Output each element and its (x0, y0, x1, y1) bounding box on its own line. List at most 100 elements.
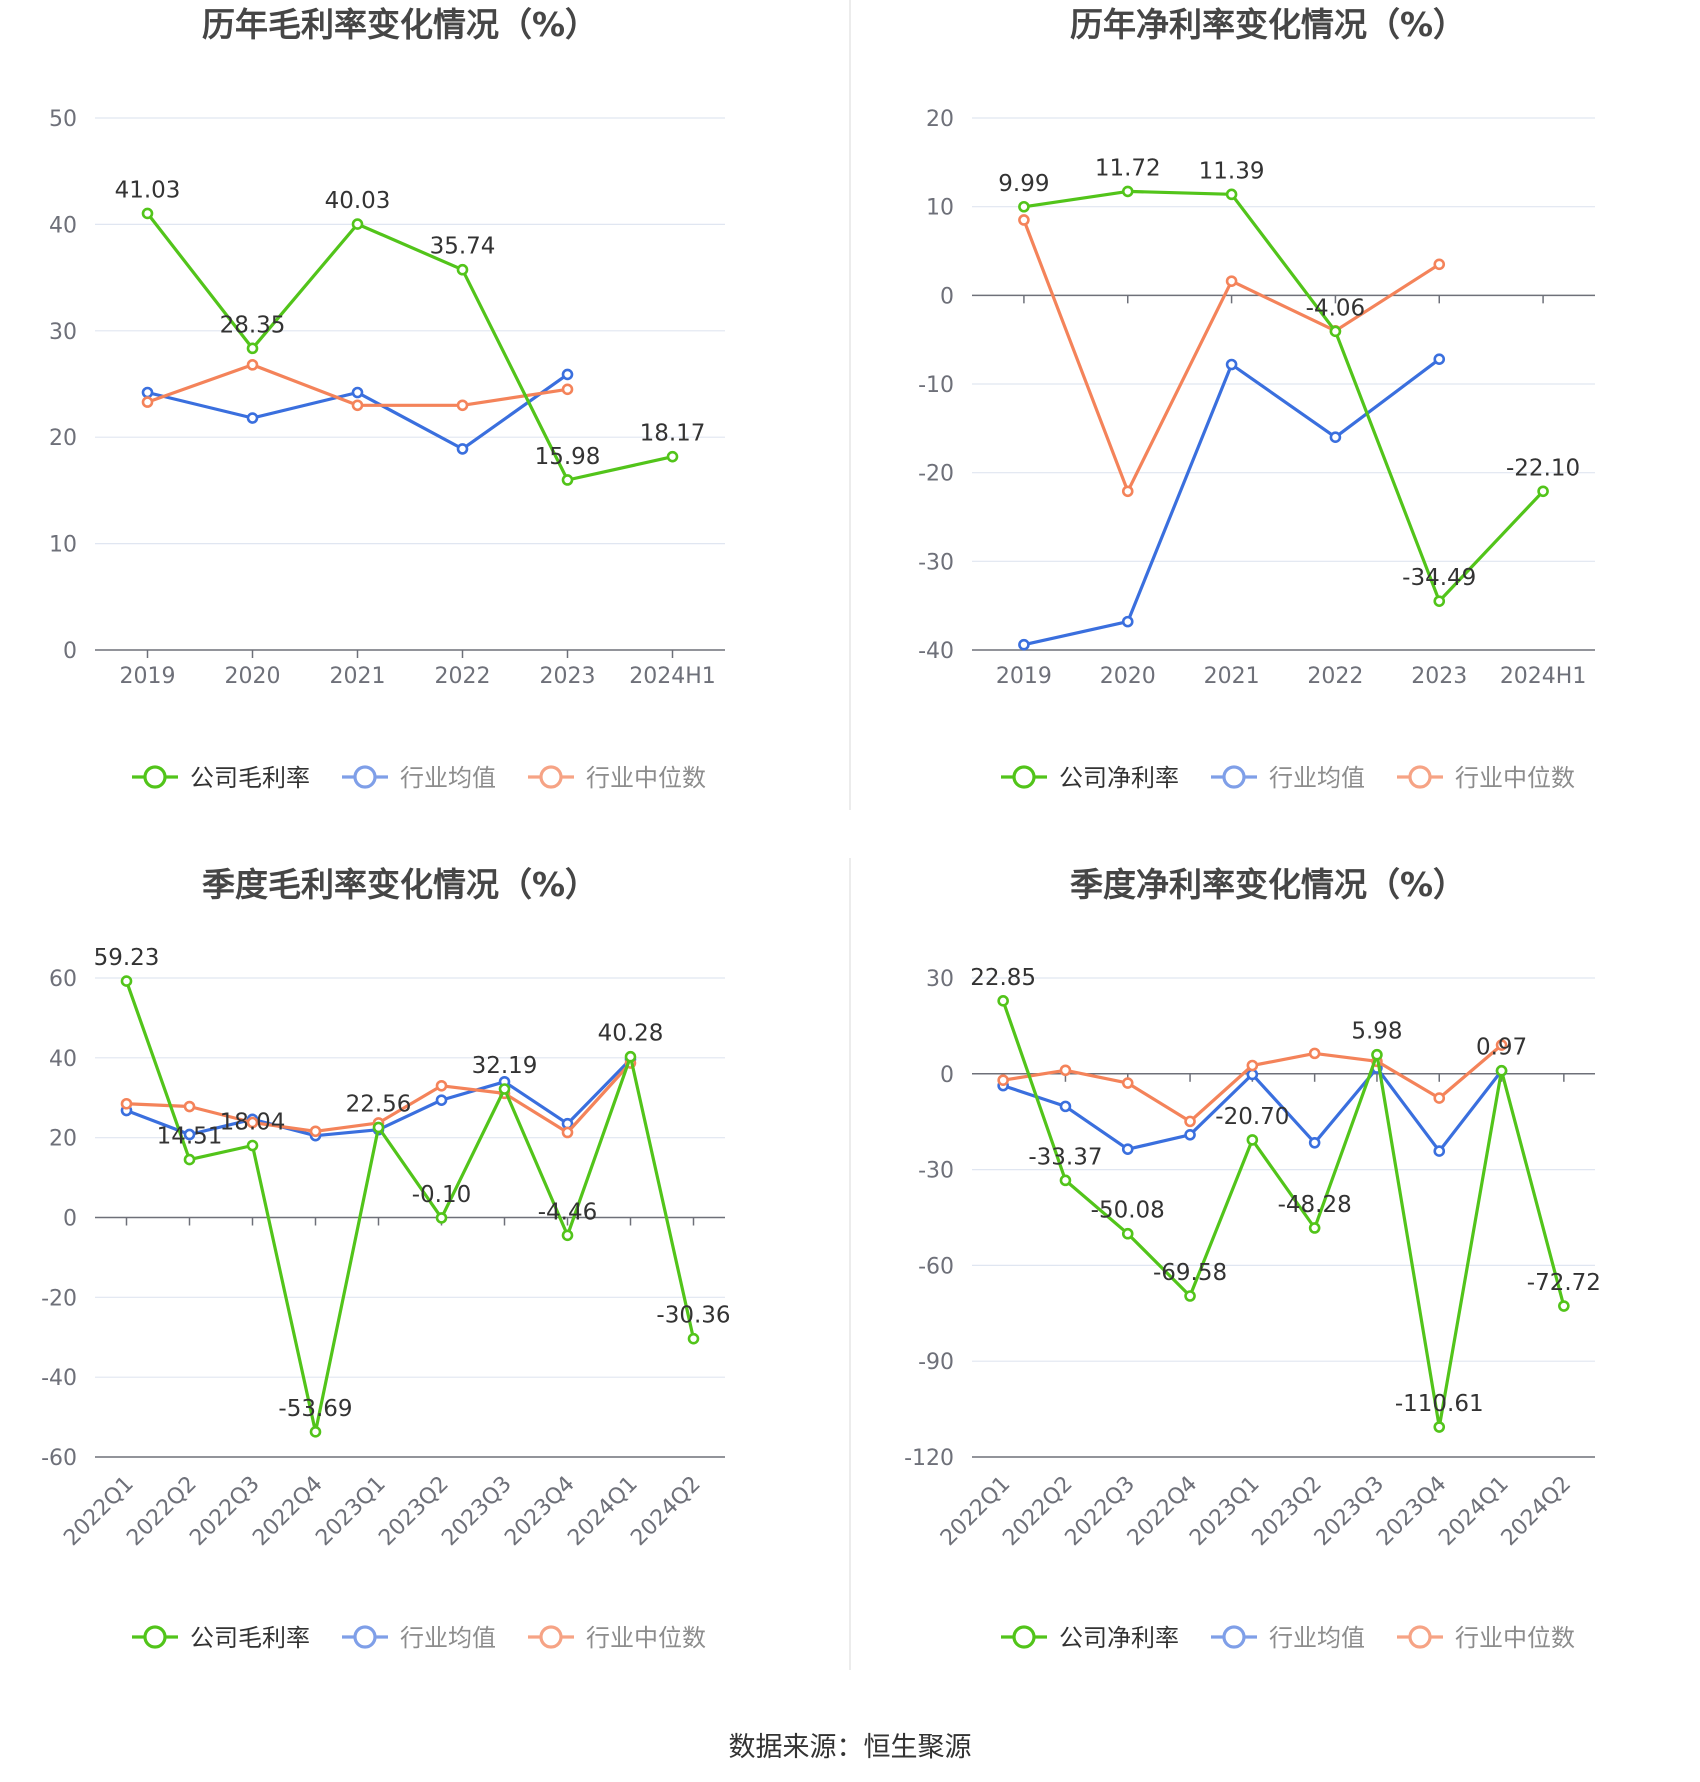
data-point (1308, 1222, 1321, 1234)
y-tick-label: 20 (49, 426, 77, 451)
data-label: 59.23 (94, 945, 160, 971)
data-point (1121, 485, 1134, 498)
data-point (1433, 595, 1446, 607)
data-label: 0.97 (1476, 1035, 1527, 1061)
legend-label: 行业中位数 (586, 764, 706, 792)
data-point (1537, 485, 1549, 498)
data-point (1558, 1300, 1570, 1312)
series-line-1 (1023, 357, 1441, 647)
data-point (246, 359, 259, 371)
series-line-0 (1001, 1000, 1566, 1429)
chart-title: 季度毛利率变化情况（%） (202, 865, 598, 904)
y-tick-label: 30 (926, 967, 954, 992)
data-point (1059, 1100, 1072, 1113)
x-tick-label: 2020 (225, 664, 281, 689)
legend: 公司毛利率 行业均值 行业中位数 (132, 1624, 706, 1652)
x-tick-label: 2021 (330, 664, 386, 689)
legend-marker (1408, 765, 1432, 789)
y-tick-label: -40 (918, 639, 954, 664)
data-point (561, 368, 574, 381)
data-point (246, 1116, 259, 1129)
y-tick-label: -90 (918, 1350, 954, 1375)
data-label: 22.85 (970, 965, 1036, 991)
data-point (456, 263, 469, 276)
x-tick-label: 2024Q2 (626, 1472, 705, 1551)
data-point (1329, 431, 1342, 444)
data-label: 18.04 (220, 1109, 286, 1135)
data-label: -34.49 (1402, 565, 1476, 591)
data-label: 11.72 (1095, 155, 1161, 181)
data-point (1225, 358, 1238, 371)
data-point (456, 399, 469, 412)
data-point (1329, 325, 1342, 338)
y-tick-label: -120 (904, 1446, 954, 1471)
data-point (1246, 1134, 1259, 1146)
data-point (456, 443, 469, 455)
data-label: -72.72 (1527, 1270, 1601, 1296)
chart-title: 历年毛利率变化情况（%） (202, 5, 598, 44)
data-point (246, 342, 259, 355)
data-point (120, 975, 133, 987)
y-tick-label: 0 (63, 1207, 77, 1232)
data-point (561, 1126, 574, 1139)
data-point (1184, 1128, 1196, 1141)
y-tick-label: -10 (918, 373, 954, 398)
data-label: -0.10 (412, 1182, 472, 1208)
series-line-2 (146, 363, 568, 407)
chart-1: 历年毛利率变化情况（%） 0 10 20 30 40 50 2019 2020 2021 2022 2… (49, 5, 725, 792)
data-point (1059, 1064, 1072, 1077)
data-point (666, 450, 679, 463)
chart-3: 季度毛利率变化情况（%）-60-40-2002040602022Q12022Q2… (41, 865, 731, 1652)
data-point (1495, 1039, 1508, 1051)
x-tick-label: 2024H1 (629, 664, 716, 689)
data-point (1121, 1143, 1134, 1155)
data-point (309, 1125, 322, 1138)
data-label: -50.08 (1091, 1198, 1165, 1224)
series-line-0 (1023, 189, 1545, 603)
data-source-note: 数据来源：恒生聚源 (728, 1732, 972, 1763)
data-point (120, 1097, 133, 1110)
x-tick-label: 2020 (1100, 664, 1156, 689)
y-tick-label: -20 (41, 1286, 77, 1311)
data-point (1433, 353, 1446, 365)
data-label: -48.28 (1278, 1192, 1352, 1218)
legend-marker (143, 1625, 167, 1649)
data-label: -4.46 (538, 1199, 598, 1225)
data-label: 22.56 (346, 1091, 412, 1117)
data-label: 18.17 (640, 421, 706, 447)
data-point (183, 1128, 196, 1141)
x-tick-label: 2024H1 (1500, 664, 1587, 689)
data-point (1225, 275, 1238, 287)
chart-2: 历年净利率变化情况（%） -40 -30 -20 -10 0 10 20 2019 2020 202… (918, 5, 1595, 792)
legend-label: 公司毛利率 (190, 1624, 310, 1652)
data-point (309, 1426, 322, 1438)
data-point (687, 1332, 700, 1345)
y-tick-label: 40 (49, 213, 77, 238)
data-point (1018, 638, 1030, 651)
y-tick-label: 10 (926, 196, 954, 221)
y-tick-label: 0 (940, 1063, 954, 1088)
y-tick-label: 20 (49, 1127, 77, 1152)
x-tick-label: 2023 (1411, 664, 1467, 689)
data-point (1308, 1047, 1321, 1060)
data-point (351, 386, 364, 399)
x-tick-label: 2019 (120, 664, 176, 689)
y-tick-label: -60 (918, 1254, 954, 1279)
data-point (183, 1153, 196, 1166)
data-label: -69.58 (1153, 1260, 1227, 1286)
y-tick-label: 0 (63, 639, 77, 664)
series-line-0 (146, 212, 673, 482)
legend-label: 行业均值 (1269, 1624, 1365, 1652)
data-point (1371, 1048, 1383, 1061)
data-point (498, 1083, 511, 1095)
y-tick-label: -30 (918, 1159, 954, 1184)
data-point (372, 1121, 385, 1134)
data-point (1433, 1092, 1446, 1104)
legend: 公司净利率 行业均值 行业中位数 (1001, 764, 1575, 792)
data-point (435, 1094, 448, 1106)
data-point (141, 396, 154, 408)
legend-marker (1408, 1625, 1432, 1649)
data-point (1121, 615, 1134, 628)
chart-4: 季度净利率变化情况（%）-120-90-60-300302022Q12022Q2… (904, 865, 1601, 1652)
